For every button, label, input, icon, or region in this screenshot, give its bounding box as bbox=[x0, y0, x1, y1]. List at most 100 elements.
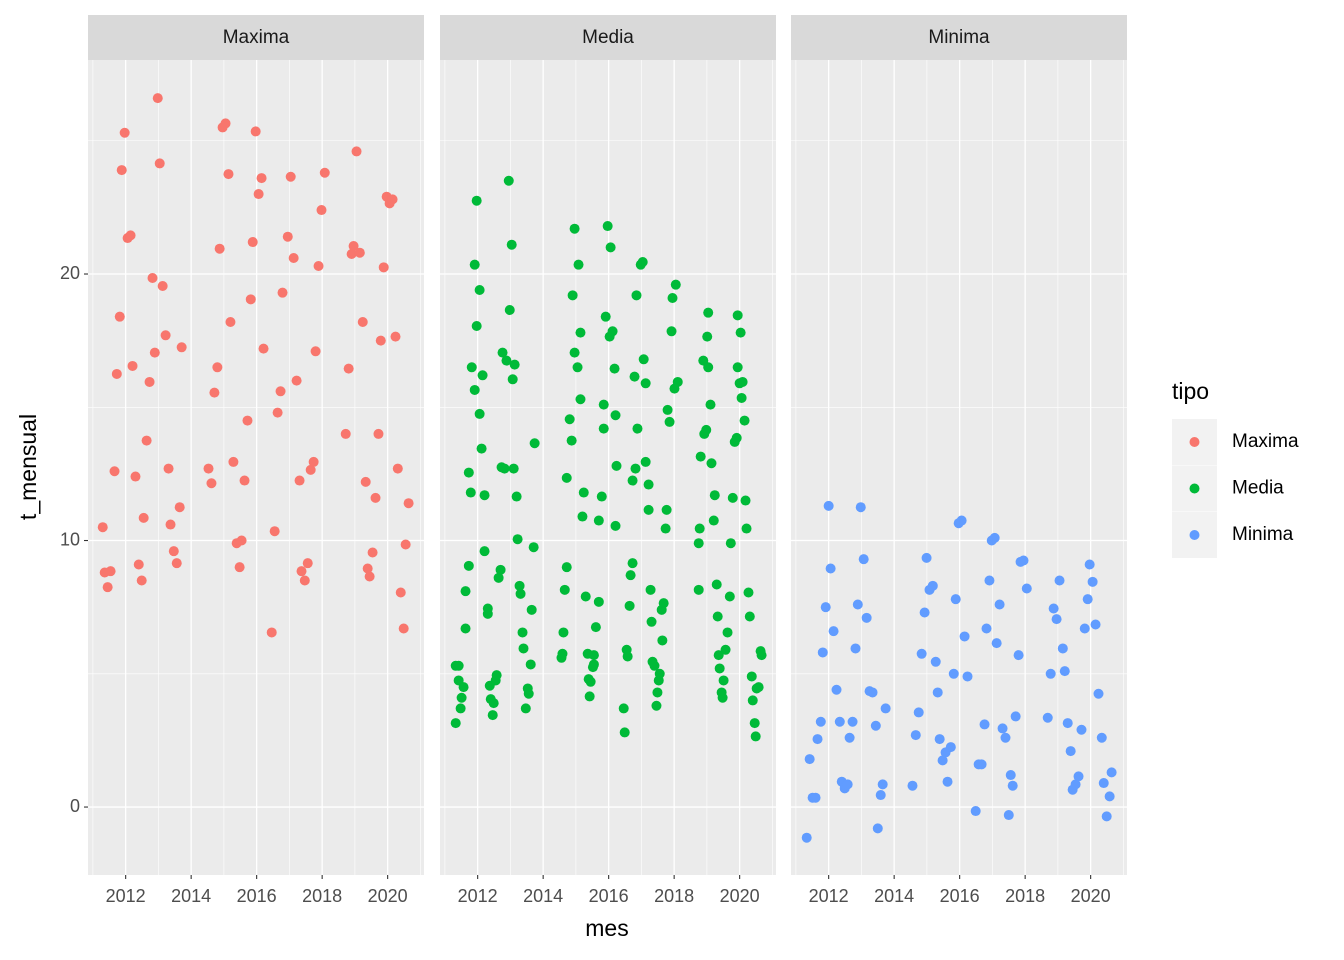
point bbox=[133, 559, 144, 570]
point bbox=[585, 676, 596, 687]
point bbox=[479, 546, 490, 557]
point bbox=[584, 691, 595, 702]
point bbox=[844, 732, 855, 743]
legend-symbol bbox=[1189, 437, 1200, 447]
point bbox=[629, 371, 640, 382]
point bbox=[390, 331, 401, 342]
point bbox=[245, 294, 256, 305]
point bbox=[611, 460, 622, 471]
point bbox=[627, 558, 638, 569]
point bbox=[703, 307, 714, 318]
point bbox=[277, 287, 288, 298]
point bbox=[622, 651, 633, 662]
point bbox=[491, 670, 502, 681]
point bbox=[817, 647, 828, 658]
point bbox=[907, 780, 918, 791]
point bbox=[737, 376, 748, 387]
point bbox=[463, 560, 474, 571]
legend-label: Minima bbox=[1232, 524, 1294, 545]
point bbox=[168, 546, 179, 557]
point bbox=[157, 281, 168, 292]
point bbox=[989, 532, 1000, 543]
point bbox=[749, 718, 760, 729]
point bbox=[116, 165, 127, 176]
point bbox=[460, 586, 471, 597]
point bbox=[631, 290, 642, 301]
point bbox=[351, 146, 362, 157]
point bbox=[357, 316, 368, 327]
point bbox=[1048, 603, 1059, 614]
point bbox=[482, 608, 493, 619]
point bbox=[392, 463, 403, 474]
y-tick-label: 10 bbox=[60, 529, 80, 549]
panel bbox=[88, 60, 424, 875]
point bbox=[154, 158, 165, 169]
point bbox=[948, 668, 959, 679]
x-tick-label: 2014 bbox=[523, 886, 563, 906]
legend-symbol bbox=[1189, 483, 1200, 494]
point bbox=[477, 370, 488, 381]
point bbox=[373, 428, 384, 439]
point bbox=[469, 259, 480, 270]
point bbox=[220, 118, 231, 129]
point bbox=[1062, 718, 1073, 729]
point bbox=[702, 331, 713, 342]
point bbox=[577, 511, 588, 522]
point bbox=[497, 347, 508, 358]
point bbox=[136, 575, 147, 586]
point bbox=[842, 779, 853, 790]
point bbox=[693, 538, 704, 549]
point bbox=[465, 487, 476, 498]
point bbox=[740, 495, 751, 506]
point bbox=[667, 292, 678, 303]
point bbox=[294, 475, 305, 486]
point bbox=[362, 563, 373, 574]
point bbox=[487, 710, 498, 721]
point bbox=[573, 259, 584, 270]
y-axis-title: t_mensual bbox=[15, 414, 41, 520]
point bbox=[310, 346, 321, 357]
point bbox=[580, 591, 591, 602]
point bbox=[739, 415, 750, 426]
point bbox=[488, 698, 499, 709]
point bbox=[495, 564, 506, 575]
point bbox=[247, 237, 258, 248]
point bbox=[850, 643, 861, 654]
point bbox=[474, 408, 485, 419]
point bbox=[403, 498, 414, 509]
x-tick-label: 2014 bbox=[171, 886, 211, 906]
point bbox=[1090, 619, 1101, 630]
point bbox=[518, 643, 529, 654]
point bbox=[913, 707, 924, 718]
point bbox=[214, 243, 225, 254]
point bbox=[203, 463, 214, 474]
legend-title: tipo bbox=[1172, 378, 1209, 404]
point bbox=[937, 755, 948, 766]
point bbox=[959, 631, 970, 642]
x-tick-label: 2018 bbox=[654, 886, 694, 906]
point bbox=[934, 734, 945, 745]
point bbox=[460, 623, 471, 634]
point bbox=[705, 399, 716, 410]
point bbox=[956, 515, 967, 526]
point bbox=[1013, 650, 1024, 661]
point bbox=[703, 362, 714, 373]
legend-label: Media bbox=[1232, 478, 1284, 499]
point bbox=[354, 247, 365, 258]
point bbox=[646, 616, 657, 627]
point bbox=[236, 535, 247, 546]
point bbox=[575, 394, 586, 405]
point bbox=[694, 523, 705, 534]
point bbox=[979, 719, 990, 730]
strip bbox=[88, 15, 424, 60]
point bbox=[291, 375, 302, 386]
point bbox=[619, 727, 630, 738]
panel bbox=[440, 60, 776, 875]
point bbox=[736, 392, 747, 403]
point bbox=[870, 720, 881, 731]
point bbox=[520, 703, 531, 714]
point bbox=[609, 363, 620, 374]
point bbox=[343, 363, 354, 374]
point bbox=[810, 792, 821, 803]
